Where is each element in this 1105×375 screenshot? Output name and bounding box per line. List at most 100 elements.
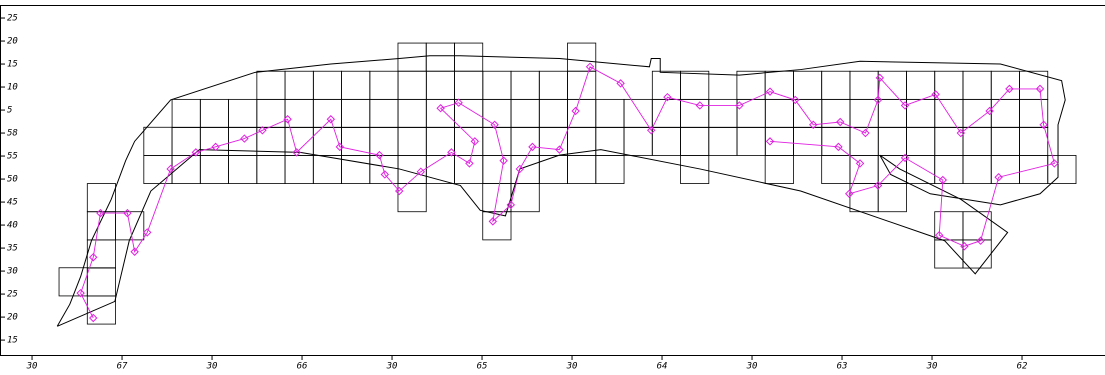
track-point [935, 230, 944, 240]
grid-cell [849, 98, 879, 128]
track-point [143, 228, 152, 237]
grid-cell [849, 70, 879, 100]
y-tick-label: 58 [7, 129, 18, 139]
grid-cell [623, 126, 653, 156]
grid-cell [821, 126, 851, 156]
track-point [900, 153, 910, 163]
track-point [900, 101, 910, 110]
grid-cell [341, 126, 371, 156]
grid-cell [199, 155, 229, 184]
x-tick-label: 30 [206, 362, 218, 372]
grid-cell [425, 70, 455, 100]
grid-cell [736, 126, 766, 156]
grid-cell [341, 98, 371, 128]
grid-cell [397, 183, 427, 213]
grid-cell [284, 70, 314, 100]
grid-cell [821, 155, 851, 184]
track-point [326, 115, 336, 124]
grid-cell [821, 70, 851, 100]
track-point [528, 142, 537, 152]
track-point [506, 200, 516, 210]
grid-cell [425, 126, 455, 156]
x-tick-label: 30 [926, 362, 938, 372]
grid-cell [595, 98, 625, 128]
track-point [470, 137, 480, 146]
track-point [931, 90, 940, 99]
grid-cell [962, 239, 992, 269]
track-point [809, 120, 818, 129]
grid-cell [454, 70, 484, 100]
track-point [283, 115, 292, 124]
grid-cell [934, 98, 964, 128]
grid-cell [143, 126, 173, 156]
grid-cell [425, 42, 455, 72]
track-point [616, 79, 625, 88]
grid-cell [990, 126, 1020, 156]
grid-cell [849, 183, 879, 213]
track-point [454, 98, 463, 107]
grid-cell [369, 98, 399, 128]
grid-cell [228, 155, 258, 184]
track-point [490, 120, 499, 129]
track-point [96, 208, 105, 218]
grid-cell [369, 70, 399, 100]
x-tick-label: 62 [1017, 362, 1028, 372]
track-point [76, 288, 85, 298]
grid-cell [510, 70, 540, 100]
track-point [875, 73, 885, 83]
grid-cell [764, 126, 794, 156]
track-point [488, 217, 498, 226]
track-point [647, 126, 656, 135]
track-point [855, 159, 865, 168]
track-point [130, 247, 139, 256]
grid-cell [708, 126, 738, 156]
grid-cell [86, 267, 116, 297]
x-tick-label: 63 [837, 362, 848, 372]
grid-cell [312, 70, 342, 100]
grid-cell [567, 98, 597, 128]
grid-cell [482, 126, 512, 156]
x-tick-label: 30 [26, 362, 38, 372]
grid-cell [680, 155, 710, 184]
grid-cell [990, 98, 1020, 128]
track-point [836, 117, 845, 127]
x-tick-label: 30 [746, 362, 758, 372]
grid-cell [962, 211, 992, 241]
track-point [571, 106, 580, 116]
track-point [1035, 84, 1045, 94]
track-point [258, 126, 267, 135]
track-point [515, 164, 525, 174]
grid-cell [454, 155, 484, 184]
track-point [436, 104, 445, 113]
x-tick-label: 66 [297, 362, 308, 372]
y-tick-label: 45 [7, 198, 18, 208]
y-tick-label: 20 [7, 37, 18, 47]
track-point [447, 148, 456, 157]
track-point [89, 253, 98, 262]
grid-cell [510, 98, 540, 128]
y-tick-label: 15 [7, 336, 18, 346]
grid-cell [962, 126, 992, 156]
grid-cell [934, 211, 964, 241]
grid-cell [764, 155, 794, 184]
track-point [956, 128, 966, 138]
grid-cell [877, 126, 907, 156]
grid-cell [877, 183, 907, 213]
track-point [499, 156, 508, 165]
grid-cell [256, 98, 286, 128]
grid-cell [595, 155, 625, 184]
track-point [191, 148, 201, 157]
y-tick-label: 5 [7, 106, 12, 116]
track-point [873, 181, 883, 190]
grid-cell [199, 126, 229, 156]
track-point [791, 95, 800, 105]
grid-cell [990, 70, 1020, 100]
track-point [465, 159, 474, 168]
track-point [1050, 159, 1059, 168]
y-tick-label: 25 [7, 14, 18, 24]
track-point [735, 101, 744, 110]
y-tick-label: 10 [7, 83, 18, 93]
track-point [1005, 84, 1014, 94]
grid-cell [990, 155, 1020, 184]
